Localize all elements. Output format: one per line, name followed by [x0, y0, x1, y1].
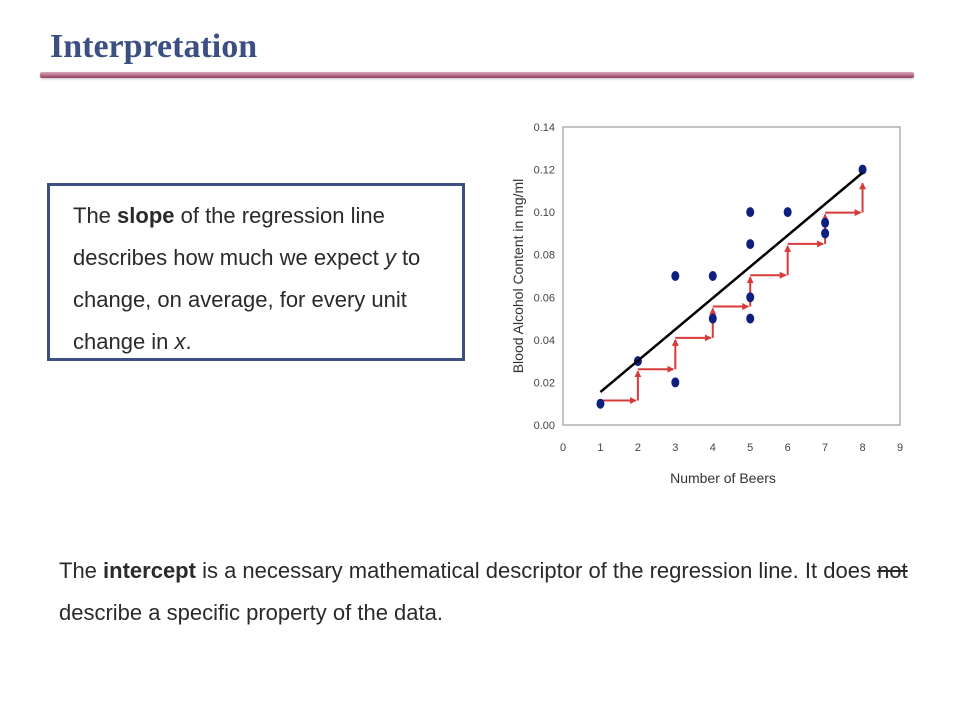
y-tick-label: 0.06	[534, 292, 555, 304]
x-tick-label: 0	[560, 442, 566, 454]
x-tick-label: 7	[822, 442, 828, 454]
data-point	[746, 207, 755, 218]
data-point	[671, 271, 680, 281]
data-point	[671, 377, 680, 388]
x-tick-label: 1	[597, 442, 603, 454]
slope-text-part2: of the regression line describes how muc…	[73, 203, 385, 270]
slope-text-part3: to change, on average, for every unit ch…	[73, 245, 421, 354]
data-point	[708, 313, 717, 324]
x-tick-label: 8	[859, 442, 865, 454]
slope-text-part1: The	[73, 203, 118, 228]
intercept-text-part3: describe a specific property of the data…	[59, 600, 443, 625]
slope-step-arrows	[600, 182, 867, 405]
intercept-text-part1: The	[59, 558, 104, 583]
data-point	[596, 398, 605, 409]
data-point	[746, 313, 755, 324]
x-tick-label: 5	[747, 442, 753, 454]
title-divider	[40, 72, 914, 78]
x-variable: x	[174, 329, 186, 354]
y-tick-label: 0.02	[534, 377, 555, 389]
slope-definition-text: The slope of the regression line describ…	[73, 195, 463, 363]
data-point	[746, 239, 755, 250]
data-points	[596, 164, 867, 409]
y-tick-label: 0.04	[534, 335, 555, 347]
x-tick-label: 9	[897, 442, 903, 454]
not-strikethrough: not	[877, 558, 908, 583]
data-point	[783, 207, 792, 218]
intercept-term: intercept	[103, 558, 196, 583]
slope-definition-box: The slope of the regression line describ…	[47, 183, 465, 361]
page-title: Interpretation	[50, 28, 258, 65]
y-tick-label: 0.08	[534, 250, 555, 262]
x-tick-label: 4	[710, 442, 716, 454]
regression-line-group	[599, 171, 864, 393]
x-tick-label: 2	[635, 442, 641, 454]
y-tick-label: 0.14	[534, 122, 555, 134]
x-tick-label: 6	[785, 442, 791, 454]
x-tick-label: 3	[672, 442, 678, 454]
data-point	[821, 217, 830, 228]
y-tick-label: 0.00	[534, 420, 555, 432]
slope-term: slope	[117, 203, 175, 228]
slope-text-part4: .	[185, 329, 192, 354]
intercept-explanation-text: The intercept is a necessary mathematica…	[59, 550, 919, 634]
y-tick-label: 0.12	[534, 165, 555, 177]
y-tick-label: 0.10	[534, 207, 555, 219]
x-axis-label: Number of Beers	[670, 470, 776, 486]
data-point	[746, 292, 755, 303]
y-tick-labels: 0.00 0.02 0.04 0.06 0.08 0.10 0.12 0.14	[534, 122, 555, 432]
data-point	[858, 164, 867, 175]
y-axis-label: Blood Alcohol Content in mg/ml	[510, 179, 526, 374]
x-tick-labels: 0 1 2 3 4 5 6 7 8 9	[560, 442, 903, 454]
plot-frame	[562, 126, 901, 426]
data-point	[821, 228, 830, 239]
data-point	[708, 271, 717, 281]
y-variable: y	[384, 245, 396, 270]
intercept-text-part2: is a necessary mathematical descriptor o…	[195, 558, 878, 583]
regression-line	[599, 171, 864, 393]
